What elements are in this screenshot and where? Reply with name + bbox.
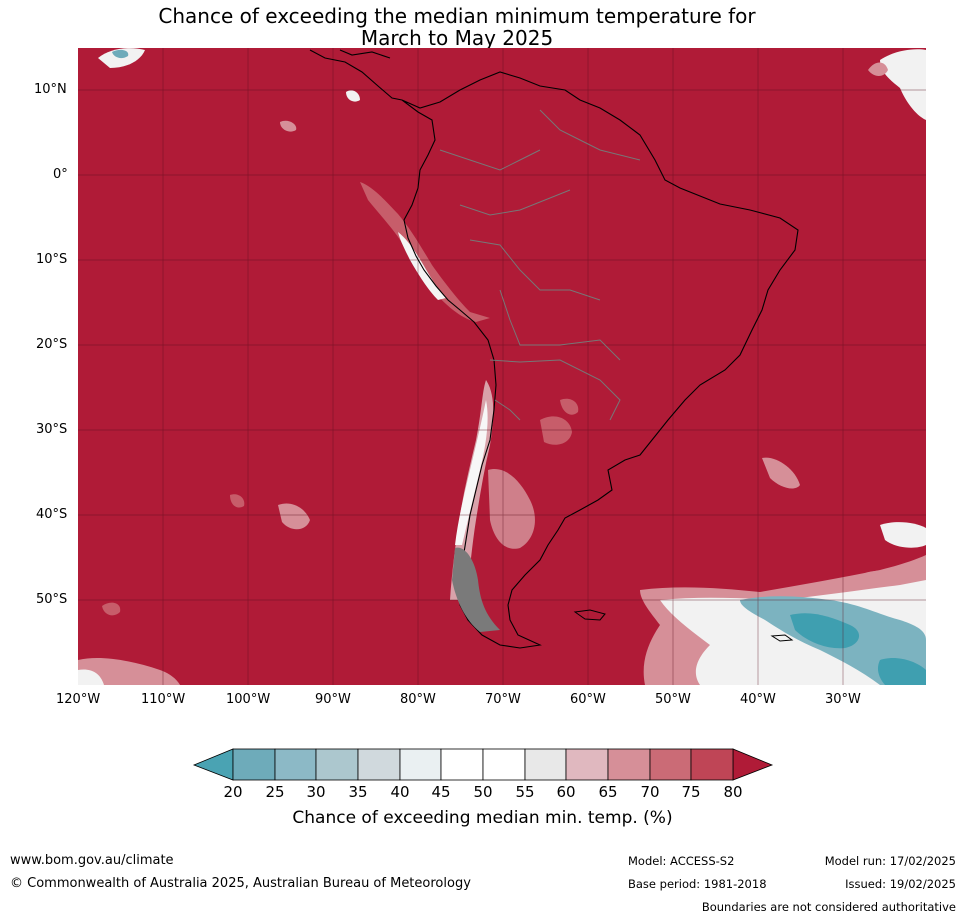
argentina-patch-3 [560, 398, 579, 415]
colorbar-high-arrow [732, 748, 774, 781]
footer-issued: Issued: 19/02/2025 [845, 877, 956, 891]
colorbar-tick-75: 75 [681, 783, 701, 801]
colorbar-tick-80: 80 [723, 783, 743, 801]
lon-label-50w: 50°W [655, 692, 691, 707]
colorbar-tick-35: 35 [348, 783, 368, 801]
lat-label-30s: 30°S [36, 422, 68, 437]
lon-label-30w: 30°W [825, 692, 861, 707]
nw-corner-teal [112, 49, 129, 59]
sw-patch-2 [230, 494, 245, 508]
east-patch [880, 522, 926, 548]
small-patch-1 [346, 90, 360, 102]
colorbar-bin-55-60 [524, 748, 567, 781]
colorbar-tick-45: 45 [431, 783, 451, 801]
map-title-line-2: March to May 2025 [360, 26, 554, 50]
sw-corner-white [78, 669, 104, 685]
colorbar-tick-20: 20 [223, 783, 243, 801]
colorbar-bin-35-40 [357, 748, 401, 781]
ne-corner-pink [868, 62, 888, 76]
colorbar-tick-30: 30 [306, 783, 326, 801]
lon-label-100w: 100°W [226, 692, 271, 707]
lat-label-0: 0° [53, 167, 68, 182]
lon-label-110w: 110°W [141, 692, 186, 707]
country-borders [439, 109, 641, 421]
lon-label-70w: 70°W [485, 692, 521, 707]
colorbar [192, 748, 774, 781]
colorbar-tick-60: 60 [556, 783, 576, 801]
lat-label-50s: 50°S [36, 592, 68, 607]
east-patch-2 [860, 570, 910, 587]
colorbar-bin-65-70 [607, 748, 651, 781]
colorbar-bin-25-30 [274, 748, 317, 781]
graticule [78, 48, 926, 685]
colorbar-tick-70: 70 [640, 783, 660, 801]
footer-model: Model: ACCESS-S2 [628, 854, 735, 868]
colorbar-bin-70-75 [649, 748, 692, 781]
lat-label-40s: 40°S [36, 507, 68, 522]
lat-label-10s: 10°S [36, 252, 68, 267]
lon-label-80w: 80°W [400, 692, 436, 707]
lon-label-60w: 60°W [570, 692, 606, 707]
lat-label-10n: 10°N [34, 82, 67, 97]
south-georgia [770, 634, 794, 642]
colorbar-tick-40: 40 [390, 783, 410, 801]
colorbar-tick-50: 50 [473, 783, 493, 801]
south-atlantic-deep-teal [790, 613, 860, 649]
sw-corner-patch [78, 658, 180, 685]
footer-model-run: Model run: 17/02/2025 [824, 854, 956, 868]
atl-patch [762, 457, 800, 489]
small-patch-2 [280, 120, 297, 132]
colorbar-bin-30-35 [315, 748, 359, 781]
lon-label-40w: 40°W [740, 692, 776, 707]
sw-patch-1 [278, 503, 310, 530]
south-atlantic-deep-teal-2 [877, 658, 926, 685]
colorbar-bin-50-55 [482, 748, 526, 781]
lat-label-20s: 20°S [36, 337, 68, 352]
colorbar-bin-40-45 [399, 748, 442, 781]
central-america-coastline [309, 49, 403, 101]
footer-base-period: Base period: 1981-2018 [628, 877, 767, 891]
argentina-patch-2 [540, 416, 572, 445]
patagonia-grey [452, 547, 500, 632]
ne-corner-patch [880, 49, 926, 120]
falklands [573, 609, 606, 621]
lon-label-90w: 90°W [315, 692, 351, 707]
footer-website: www.bom.gov.au/climate [10, 853, 174, 868]
colorbar-bin-45-50 [440, 748, 484, 781]
lon-label-120w: 120°W [56, 692, 101, 707]
map-title-line-1: Chance of exceeding the median minimum t… [158, 4, 756, 28]
colorbar-bin-60-65 [565, 748, 609, 781]
colorbar-tick-55: 55 [515, 783, 535, 801]
map-background [78, 48, 926, 685]
colorbar-tick-25: 25 [265, 783, 285, 801]
colorbar-bin-75-80 [690, 748, 734, 781]
sw-patch-3 [102, 602, 121, 616]
colorbar-bin-20-25 [232, 748, 276, 781]
footer-disclaimer: Boundaries are not considered authoritat… [701, 900, 956, 914]
footer-copyright: © Commonwealth of Australia 2025, Austra… [10, 876, 471, 891]
south-america-coastline [401, 71, 799, 649]
chile-white-band [455, 400, 488, 545]
colorbar-label: Chance of exceeding median min. temp. (%… [292, 808, 673, 828]
peru-cool-band [360, 182, 490, 322]
argentina-patch [488, 469, 535, 549]
colorbar-tick-65: 65 [598, 783, 618, 801]
colorbar-low-arrow [192, 748, 234, 781]
